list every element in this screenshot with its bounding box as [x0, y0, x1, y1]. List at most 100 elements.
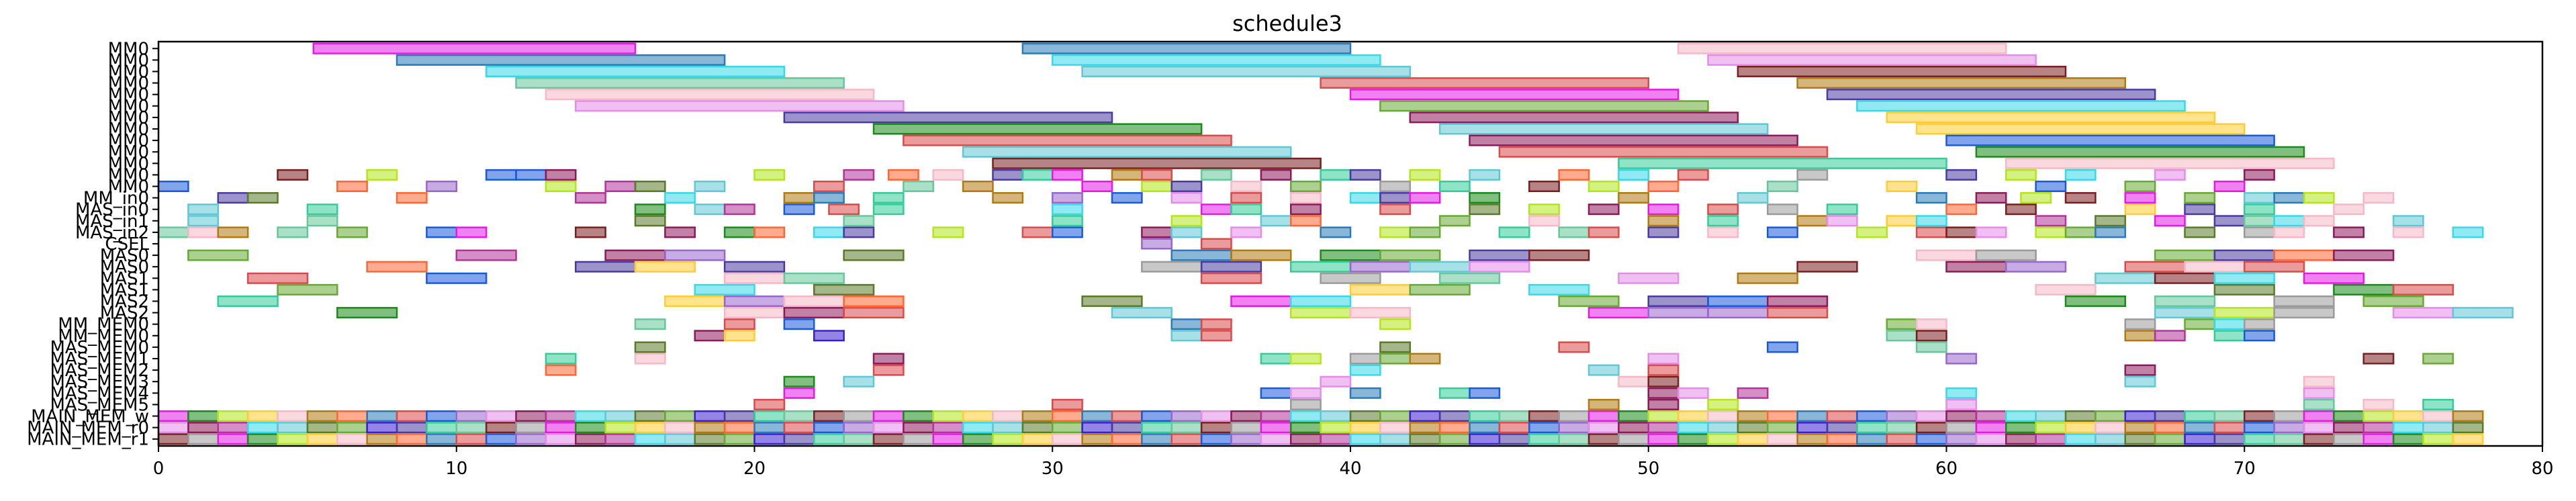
memory-block — [2244, 422, 2275, 434]
memory-block — [1707, 433, 1739, 445]
task-bar — [694, 330, 726, 342]
task-bar — [1796, 169, 1829, 181]
memory-block — [277, 422, 309, 434]
memory-block — [1111, 410, 1143, 422]
task-bar — [217, 295, 279, 308]
memory-block — [1438, 410, 1471, 422]
task-bar — [1320, 77, 1649, 89]
task-bar — [1349, 169, 1381, 181]
y-tick-label: MM0 — [108, 177, 149, 197]
task-bar — [1141, 238, 1172, 250]
memory-block — [1588, 433, 1620, 445]
task-bar — [1618, 157, 1947, 169]
task-bar — [336, 180, 368, 193]
task-bar — [575, 100, 905, 112]
memory-block — [1052, 422, 1083, 434]
task-bar — [187, 249, 249, 261]
memory-block — [2422, 422, 2454, 434]
task-bar — [992, 157, 1322, 169]
memory-block — [1469, 433, 1501, 445]
memory-block — [396, 433, 428, 445]
task-bar — [2452, 226, 2484, 238]
memory-block — [843, 433, 875, 445]
task-bar — [217, 192, 249, 204]
task-bar — [1141, 226, 1172, 238]
task-bar — [872, 123, 1203, 135]
task-bar — [887, 169, 919, 181]
memory-block — [2303, 410, 2335, 422]
plot-frame — [157, 40, 2544, 447]
memory-block — [2184, 433, 2216, 445]
memory-block — [1379, 422, 1411, 434]
task-bar — [1707, 398, 1739, 410]
task-bar — [1320, 272, 1381, 284]
task-bar — [2124, 364, 2156, 376]
x-tick-label: 0 — [153, 459, 165, 479]
task-bar — [634, 353, 666, 365]
task-bar — [2005, 169, 2037, 181]
task-bar — [1558, 226, 1590, 238]
task-bar — [783, 318, 815, 330]
memory-block — [2064, 422, 2097, 434]
y-tick-label: MAS2 — [100, 304, 149, 324]
task-bar — [2124, 203, 2156, 216]
memory-block — [1558, 410, 1590, 422]
task-bar — [1915, 192, 1947, 204]
task-bar — [1469, 261, 1530, 273]
task-bar — [2154, 215, 2186, 227]
y-tick-label: MM0 — [108, 142, 149, 163]
y-tick-label: MAS_MEM4 — [50, 383, 149, 404]
memory-block — [575, 410, 606, 422]
memory-block — [783, 422, 815, 434]
memory-block — [2362, 422, 2395, 434]
memory-block — [246, 410, 279, 422]
task-bar — [1588, 203, 1620, 216]
memory-block — [455, 422, 488, 434]
task-bar — [2333, 283, 2395, 295]
memory-block — [1975, 433, 2007, 445]
task-bar — [2273, 215, 2305, 227]
task-bar — [1469, 192, 1501, 204]
memory-block — [903, 422, 934, 434]
task-bar — [1796, 261, 1858, 273]
memory-block — [2154, 433, 2186, 445]
task-bar — [426, 226, 457, 238]
memory-block — [485, 433, 517, 445]
memory-block — [1856, 422, 1888, 434]
memory-block — [1052, 433, 1083, 445]
task-bar — [366, 169, 398, 181]
memory-block — [1707, 422, 1739, 434]
task-bar — [2303, 192, 2335, 204]
memory-block — [1081, 410, 1113, 422]
task-bar — [1379, 353, 1411, 365]
task-bar — [1618, 375, 1649, 388]
memory-block — [336, 433, 368, 445]
memory-block — [753, 410, 786, 422]
memory-block — [664, 422, 696, 434]
memory-block — [217, 422, 249, 434]
task-bar — [1826, 215, 1858, 227]
task-bar — [1647, 375, 1680, 388]
task-bar — [1975, 146, 2305, 158]
task-bar — [1438, 272, 1501, 284]
task-bar — [1528, 215, 1560, 227]
task-bar — [2035, 215, 2067, 227]
memory-block — [1856, 433, 1888, 445]
task-bar — [1200, 261, 1262, 273]
memory-block — [1647, 433, 1680, 445]
memory-block — [1260, 410, 1292, 422]
memory-block — [992, 433, 1024, 445]
memory-block — [753, 433, 786, 445]
task-bar — [1230, 226, 1262, 238]
memory-block — [2333, 433, 2364, 445]
task-bar — [1111, 169, 1143, 181]
memory-block — [2005, 433, 2037, 445]
memory-block — [1588, 422, 1620, 434]
task-bar — [1588, 307, 1649, 319]
task-bar — [545, 353, 577, 365]
memory-block — [2273, 433, 2305, 445]
task-bar — [187, 226, 219, 238]
task-bar — [694, 283, 755, 295]
x-tick-label: 40 — [1339, 459, 1361, 479]
task-bar — [455, 249, 517, 261]
